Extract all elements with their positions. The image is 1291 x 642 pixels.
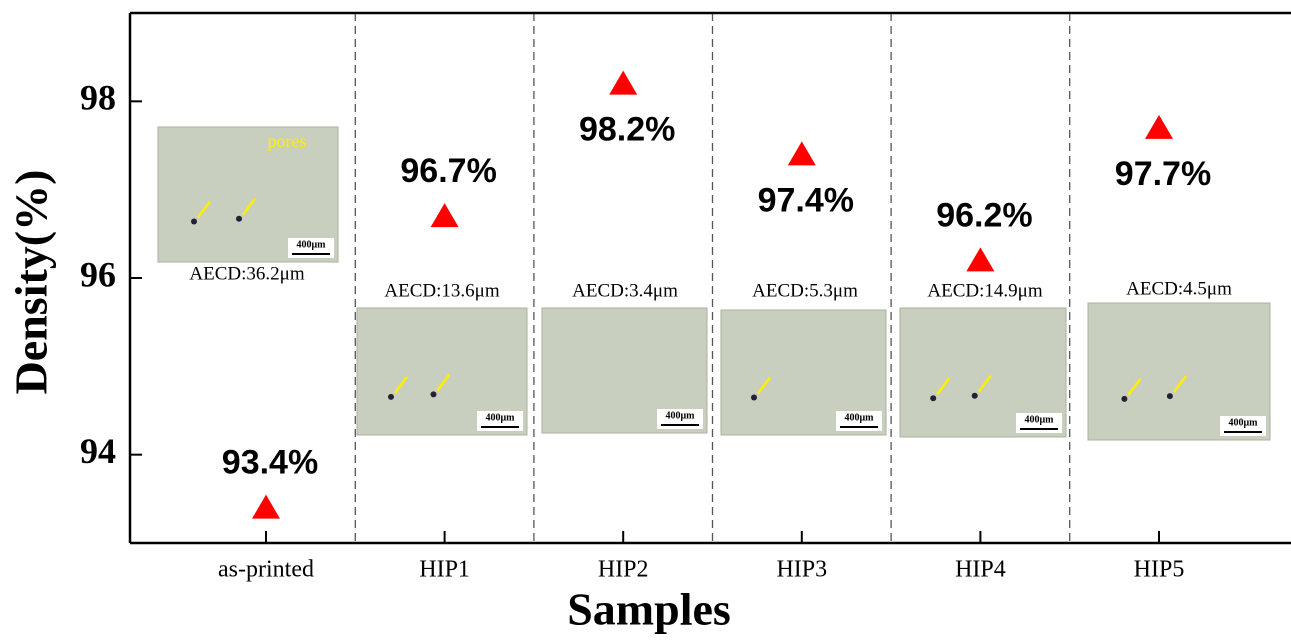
pore	[1121, 395, 1128, 402]
marker	[1145, 114, 1173, 139]
pore	[236, 215, 242, 222]
scale-label: 400μm	[666, 410, 696, 421]
value-label: 96.7%	[400, 152, 496, 190]
x-tick-label: HIP5	[1134, 557, 1185, 583]
aecd-label: AECD:13.6μm	[384, 280, 499, 301]
pore	[1166, 393, 1173, 400]
aecd-label: AECD:36.2μm	[189, 263, 304, 284]
pore-arrow	[757, 376, 771, 395]
x-tick-label: HIP4	[955, 557, 1006, 583]
aecd-label: AECD:14.9μm	[927, 280, 1042, 301]
marker	[252, 494, 280, 519]
marker	[787, 141, 816, 166]
aecd-label: AECD:5.3μm	[752, 280, 858, 301]
x-tick-label: HIP2	[598, 557, 649, 583]
y-tick-label: 94	[80, 431, 116, 471]
value-label: 97.7%	[1115, 155, 1211, 193]
y-tick-label: 98	[80, 78, 116, 118]
y-axis-title: Density(%)	[6, 170, 57, 395]
value-label: 96.2%	[936, 196, 1032, 234]
scale-label: 400μm	[297, 239, 327, 250]
value-label: 98.2%	[579, 111, 675, 149]
marker	[966, 247, 995, 272]
pores-annotation: pores	[268, 131, 307, 151]
pore	[751, 394, 757, 401]
pore-arrow	[1172, 375, 1187, 393]
pore-arrow	[1127, 378, 1142, 396]
pore-arrow	[436, 373, 451, 392]
pore-arrow	[936, 377, 951, 396]
pore-arrow	[197, 200, 211, 219]
marker	[430, 203, 459, 228]
y-tick-label: 96	[80, 254, 116, 294]
x-axis-title: Samples	[567, 584, 731, 635]
aecd-label: AECD:4.5μm	[1126, 278, 1232, 299]
scale-label: 400μm	[486, 412, 516, 423]
pore	[191, 218, 197, 225]
value-label: 97.4%	[758, 181, 854, 219]
pore	[388, 393, 394, 400]
scale-label: 400μm	[845, 412, 875, 423]
x-tick-label: as-printed	[218, 557, 314, 583]
x-tick-label: HIP1	[419, 557, 470, 583]
pore-arrow	[977, 374, 992, 393]
marker	[609, 70, 638, 95]
x-tick-label: HIP3	[776, 557, 827, 583]
pore	[971, 392, 978, 399]
scale-label: 400μm	[1229, 417, 1259, 428]
pore	[930, 395, 937, 402]
pore-arrow	[394, 376, 408, 394]
scale-label: 400μm	[1025, 414, 1055, 425]
value-label: 93.4%	[222, 444, 318, 482]
aecd-label: AECD:3.4μm	[572, 280, 678, 301]
pore	[430, 391, 437, 398]
pore-arrow	[242, 198, 256, 216]
